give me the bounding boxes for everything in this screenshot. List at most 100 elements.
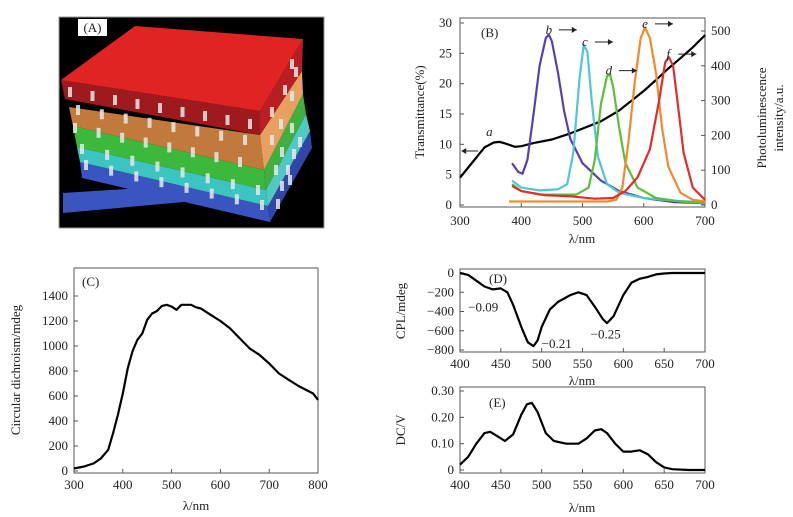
panel-b-chart: 300 400 500 600 700 0 5 10 15 20 25 30 0 100 200 300 4… xyxy=(412,15,786,246)
molecule-icon xyxy=(248,119,252,129)
molecule-icon xyxy=(234,194,239,205)
panel-c-ylabel: Circular dichroism/mdeg xyxy=(8,304,23,435)
x-tick-label: 650 xyxy=(654,477,674,492)
x-tick-label: 300 xyxy=(450,213,470,228)
x-tick-label: 450 xyxy=(491,477,511,492)
molecule-icon xyxy=(120,132,125,143)
annotation-label: −0.25 xyxy=(591,326,621,341)
panel-c-xlabel: λ/nm xyxy=(183,498,210,513)
panel-c-chart: 300 400 500 600 700 800 0 200 400 600 800 1000 1200… xyxy=(8,267,328,513)
molecule-icon xyxy=(158,103,162,113)
y-tick-label: 0 xyxy=(448,462,455,477)
series-e-line xyxy=(509,26,706,203)
x-tick-label: 300 xyxy=(64,477,84,492)
molecule-icon xyxy=(243,135,247,145)
panel-d-xlabel: λ/nm xyxy=(569,373,596,388)
x-tick-label: 600 xyxy=(614,477,634,492)
molecule-icon xyxy=(219,130,224,141)
molecule-icon xyxy=(283,85,287,95)
molecule-icon xyxy=(171,122,176,133)
molecule-icon xyxy=(238,157,242,167)
arrow-head xyxy=(461,148,467,155)
x-tick-label: 500 xyxy=(162,477,182,492)
molecule-icon xyxy=(203,111,207,121)
molecule-markers xyxy=(68,59,302,210)
x-tick-label: 400 xyxy=(512,213,532,228)
x-tick-label: 600 xyxy=(634,213,654,228)
molecule-icon xyxy=(214,152,219,163)
y-tick-label: 800 xyxy=(49,363,69,378)
molecule-icon xyxy=(109,165,114,176)
molecule-icon xyxy=(270,107,274,117)
panel-d-series xyxy=(459,271,705,348)
y2-tick-label: 500 xyxy=(711,23,731,38)
panel-c-label: (C) xyxy=(82,274,99,289)
molecule-icon xyxy=(84,160,88,170)
y-tick-label: 15 xyxy=(439,106,452,121)
x-tick-label: 400 xyxy=(113,477,133,492)
molecule-icon xyxy=(294,67,298,77)
molecule-icon xyxy=(130,155,135,166)
x-tick-label: 600 xyxy=(211,477,231,492)
series-b-line xyxy=(511,33,706,205)
molecule-icon xyxy=(76,105,80,115)
molecule-icon xyxy=(147,117,152,128)
molecule-icon xyxy=(159,177,164,188)
panel-b-series xyxy=(459,26,706,205)
series-cpl-line xyxy=(459,271,705,348)
y2-tick-label: 200 xyxy=(711,127,731,142)
y-tick-label: 30 xyxy=(439,15,452,30)
panel-c-series xyxy=(73,303,319,470)
y-tick-label: 0.20 xyxy=(431,409,454,424)
molecule-icon xyxy=(96,127,101,138)
x-tick-label: 800 xyxy=(308,477,328,492)
molecule-icon xyxy=(290,59,294,69)
x-tick-label: 500 xyxy=(532,477,552,492)
panel-d-y-ticks: 0 −200 −400 −600 −800 xyxy=(427,265,464,357)
y-tick-label: −200 xyxy=(427,284,454,299)
panel-d-label: (D) xyxy=(489,271,507,286)
molecule-icon xyxy=(134,171,139,182)
panel-d-annotations: −0.09 −0.21 −0.25 xyxy=(468,299,621,351)
x-tick-label: 550 xyxy=(573,477,593,492)
x-tick-label: 550 xyxy=(573,356,593,371)
panel-e-x-ticks: 400 450 500 550 600 650 700 xyxy=(450,469,715,492)
y2-tick-label: 300 xyxy=(711,93,731,108)
panel-b-x-ticks: 300 400 500 600 700 xyxy=(450,203,715,228)
molecule-icon xyxy=(286,165,290,175)
layer-cyan xyxy=(77,147,268,206)
y-tick-label: 600 xyxy=(49,388,69,403)
y-tick-label: 0.30 xyxy=(431,383,454,398)
series-c-line xyxy=(511,43,706,204)
x-tick-label: 700 xyxy=(695,356,715,371)
molecule-icon xyxy=(276,199,280,209)
molecule-icon xyxy=(279,119,283,129)
molecule-icon xyxy=(290,91,294,101)
y-tick-label: 1000 xyxy=(42,338,68,353)
panel-c-y-ticks: 0 200 400 600 800 1000 1200 1400 xyxy=(42,288,78,478)
y-tick-label: 0 xyxy=(446,197,453,212)
molecule-icon xyxy=(113,95,117,105)
panel-c-x-ticks: 300 400 500 600 700 800 xyxy=(64,469,328,492)
panel-b-label: (B) xyxy=(481,25,498,40)
y-tick-label: −800 xyxy=(427,342,454,357)
y-tick-label: 1200 xyxy=(42,313,68,328)
panel-e-chart: 400 450 500 550 600 650 700 00.100.200.30 (E) … xyxy=(393,383,715,515)
annotation-f: f xyxy=(666,46,672,61)
molecule-icon xyxy=(280,181,284,191)
molecule-icon xyxy=(180,167,185,178)
molecule-icon xyxy=(73,123,77,133)
panel-a-label: (A) xyxy=(83,20,101,35)
molecule-icon xyxy=(270,135,274,145)
y-tick-label: 5 xyxy=(446,167,453,182)
panel-d-ylabel: CPL/mdeg xyxy=(393,282,408,339)
y-tick-label: 0 xyxy=(62,463,69,478)
molecule-icon xyxy=(290,123,294,133)
x-tick-label: 700 xyxy=(695,213,715,228)
y-tick-label: 20 xyxy=(439,76,452,91)
panel-b-y2label-line2: intensity/a.u. xyxy=(771,84,786,151)
panel-d-x-ticks: 400 450 500 550 600 650 700 xyxy=(450,348,715,371)
arrow-head xyxy=(631,67,637,74)
panel-a-label-box xyxy=(78,19,107,36)
